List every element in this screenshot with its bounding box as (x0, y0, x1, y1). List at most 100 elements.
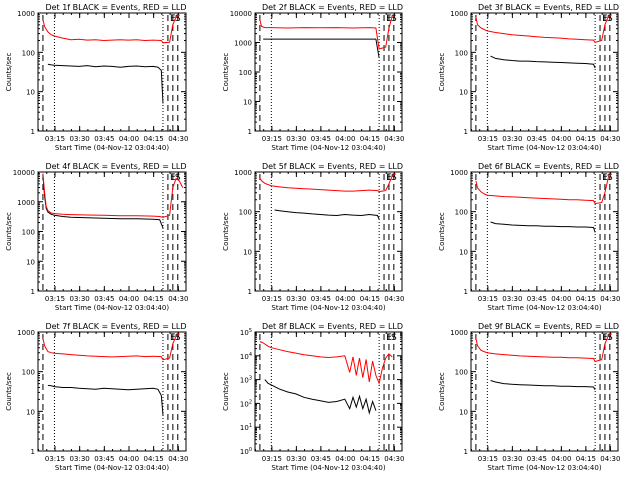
x-tick-label: 04:30 (384, 455, 404, 463)
marker-label: S (391, 333, 397, 343)
x-axis-label: Start Time (04-Nov-12 03:04:40) (55, 144, 169, 152)
x-tick-label: 03:30 (286, 295, 306, 303)
x-tick-label: 04:15 (144, 135, 164, 143)
x-tick-label: 03:45 (527, 135, 547, 143)
series-line-events (263, 38, 380, 58)
y-tick-label: 103 (240, 376, 252, 385)
x-tick-label: 03:30 (502, 135, 522, 143)
y-axis-label: Counts/sec (222, 372, 230, 411)
y-tick-label: 100 (22, 49, 35, 57)
y-tick-label: 10 (459, 248, 468, 256)
y-tick-label: 10000 (230, 10, 252, 18)
chart-title: Det 2f BLACK = Events, RED = LLD (262, 3, 403, 12)
y-tick-label: 10 (26, 408, 35, 416)
chart-title: Det 4f BLACK = Events, RED = LLD (45, 162, 186, 171)
y-axis-label: Counts/sec (222, 53, 230, 92)
y-axis-label: Counts/sec (5, 53, 13, 92)
marker-label: E (170, 14, 176, 24)
y-tick-label: 1000 (234, 169, 252, 177)
marker-label: E (386, 14, 392, 24)
y-axis-label: Counts/sec (5, 212, 13, 251)
x-tick-label: 04:30 (168, 135, 188, 143)
series-line-lld (42, 173, 184, 218)
x-tick-label: 04:15 (576, 455, 596, 463)
x-axis-label: Start Time (04-Nov-12 03:04:40) (55, 304, 169, 312)
y-tick-label: 1000 (234, 40, 252, 48)
x-tick-label: 04:30 (384, 295, 404, 303)
y-tick-label: 100 (455, 369, 468, 377)
x-tick-label: 03:45 (311, 295, 331, 303)
x-tick-label: 03:45 (94, 295, 114, 303)
y-tick-label: 10 (243, 248, 252, 256)
y-axis-label: Counts/sec (438, 53, 446, 92)
series-line-lld (259, 15, 393, 50)
y-tick-label: 10 (459, 89, 468, 97)
x-tick-label: 04:00 (335, 295, 355, 303)
x-tick-label: 04:15 (144, 455, 164, 463)
x-tick-label: 04:30 (168, 295, 188, 303)
x-tick-label: 04:00 (551, 135, 571, 143)
x-tick-label: 03:30 (70, 455, 90, 463)
x-tick-label: 03:15 (478, 455, 498, 463)
marker-label: S (175, 173, 181, 183)
x-tick-label: 03:15 (262, 455, 282, 463)
chart-panel-8: Det 8f BLACK = Events, RED = LLD 100 101 10… (222, 322, 404, 472)
x-tick-label: 03:15 (45, 455, 65, 463)
x-axis-label: Start Time (04-Nov-12 03:04:40) (487, 464, 601, 472)
x-tick-label: 03:30 (502, 455, 522, 463)
x-tick-label: 04:15 (576, 295, 596, 303)
y-tick-label: 101 (240, 423, 252, 432)
marker-label: S (175, 14, 181, 24)
series-line-events (42, 174, 164, 229)
marker-label: E (602, 14, 608, 24)
series-line-events (264, 379, 377, 415)
chart-panel-1: Det 1f BLACK = Events, RED = LLD 1 10 100 10… (5, 3, 188, 152)
y-tick-label: 10000 (13, 169, 35, 177)
chart-title: Det 1f BLACK = Events, RED = LLD (45, 3, 186, 12)
x-axis-label: Start Time (04-Nov-12 03:04:40) (55, 464, 169, 472)
chart-panel-6: Det 6f BLACK = Events, RED = LLD 1 10 100 10… (438, 162, 620, 312)
x-tick-label: 03:30 (70, 135, 90, 143)
y-tick-label: 102 (240, 399, 252, 408)
series-line-events (47, 63, 164, 104)
plot-frame (254, 171, 403, 292)
chart-title: Det 6f BLACK = Events, RED = LLD (478, 162, 619, 171)
marker-label: S (607, 14, 613, 24)
chart-panel-2: Det 2f BLACK = Events, RED = LLD 1 10 100 10… (222, 3, 404, 152)
x-tick-label: 03:15 (478, 295, 498, 303)
x-tick-label: 04:15 (576, 135, 596, 143)
x-tick-label: 04:30 (600, 295, 620, 303)
series-line-lld (42, 333, 180, 361)
marker-label: S (391, 14, 397, 24)
x-tick-label: 04:00 (119, 135, 139, 143)
chart-panel-3: Det 3f BLACK = Events, RED = LLD 1 10 100 10… (438, 3, 620, 152)
chart-title: Det 9f BLACK = Events, RED = LLD (478, 322, 619, 331)
y-tick-label: 100 (239, 209, 252, 217)
x-tick-label: 03:45 (527, 455, 547, 463)
x-tick-label: 03:15 (262, 295, 282, 303)
x-tick-label: 03:15 (45, 295, 65, 303)
marker-label: E (170, 173, 176, 183)
y-tick-label: 1000 (450, 169, 468, 177)
plot-frame (254, 331, 403, 452)
x-tick-label: 03:15 (262, 135, 282, 143)
x-tick-label: 03:30 (286, 135, 306, 143)
x-axis-label: Start Time (04-Nov-12 03:04:40) (271, 304, 385, 312)
series-line-lld (475, 173, 612, 205)
series-line-events (490, 55, 596, 69)
y-tick-label: 10 (26, 89, 35, 97)
y-tick-label: 105 (240, 328, 252, 337)
marker-label: S (175, 333, 181, 343)
x-tick-label: 04:30 (384, 135, 404, 143)
x-axis-label: Start Time (04-Nov-12 03:04:40) (487, 304, 601, 312)
y-tick-label: 10 (243, 99, 252, 107)
marker-label: E (386, 173, 392, 183)
series-line-events (490, 380, 596, 391)
y-tick-label: 1 (464, 128, 468, 136)
x-tick-label: 04:15 (360, 455, 380, 463)
marker-label: S (391, 173, 397, 183)
x-tick-label: 03:45 (311, 455, 331, 463)
y-tick-label: 100 (455, 209, 468, 217)
series-line-lld (259, 173, 396, 193)
